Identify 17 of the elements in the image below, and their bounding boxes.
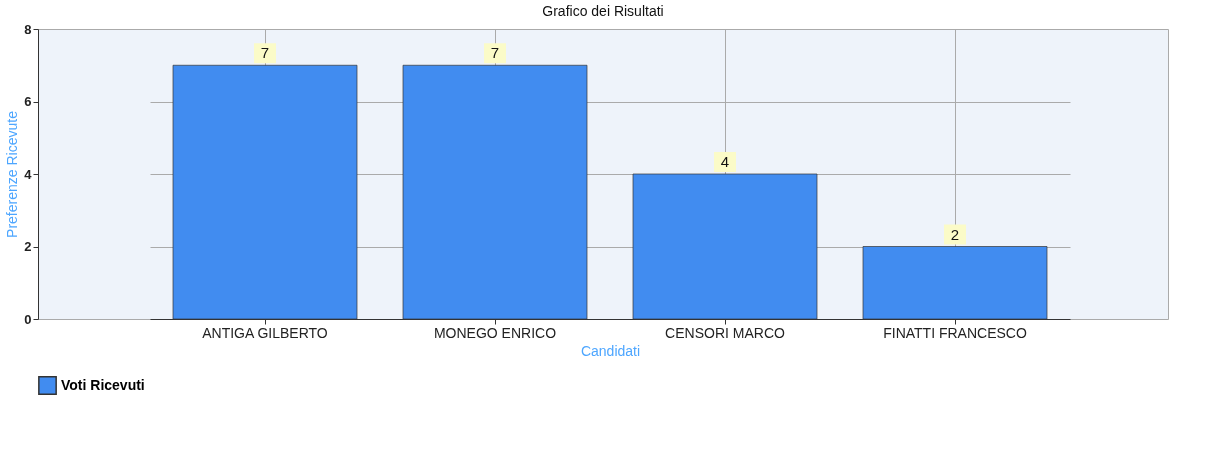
y-tick-label: 2 xyxy=(24,239,32,254)
data-label: 2 xyxy=(950,225,960,243)
x-tick-label: ANTIGA GILBERTO xyxy=(202,324,328,341)
data-label: 7 xyxy=(490,44,500,62)
y-tick-label: 4 xyxy=(24,166,33,182)
x-tick-label: CENSORI MARCO xyxy=(665,324,785,341)
data-label: 7 xyxy=(260,44,270,62)
x-tick-label: MONEGO ENRICO xyxy=(433,324,557,341)
y-tick-label: 8 xyxy=(24,21,32,37)
data-label: 4 xyxy=(720,153,730,170)
y-tick-label: 0 xyxy=(24,311,32,327)
y-tick-label: 6 xyxy=(24,94,32,109)
legend-label: Voti Ricevuti xyxy=(61,376,145,393)
x-tick-label: FINATTI FRANCESCO xyxy=(883,324,1027,341)
y-axis-title: Preferenze Ricevute xyxy=(4,110,21,238)
x-axis-title: Candidati xyxy=(580,342,641,359)
chart-title: Grafico dei Risultati xyxy=(542,3,664,19)
